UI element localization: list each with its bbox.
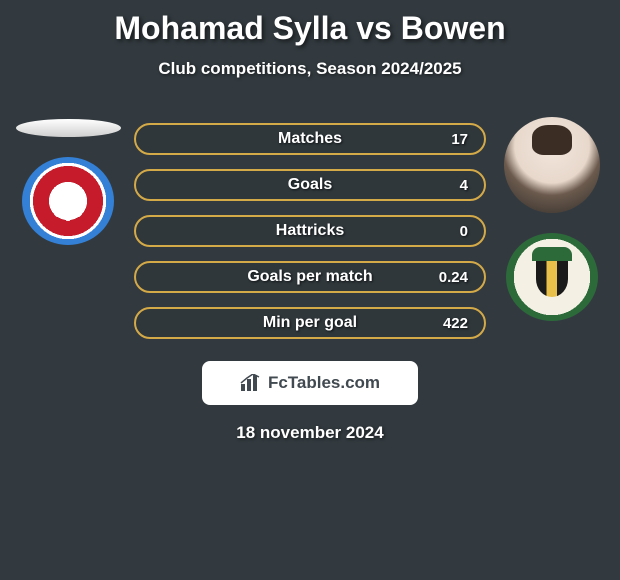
left-player-column <box>8 117 128 245</box>
stat-label: Goals <box>288 176 332 194</box>
stat-value-right: 0 <box>460 223 468 240</box>
comparison-card: Mohamad Sylla vs Bowen Club competitions… <box>0 0 620 443</box>
stat-value-right: 17 <box>451 131 468 148</box>
subtitle: Club competitions, Season 2024/2025 <box>0 59 620 79</box>
stat-value-right: 0.24 <box>439 269 468 286</box>
stat-row-goals-per-match: Goals per match 0.24 <box>134 261 486 293</box>
stat-row-hattricks: Hattricks 0 <box>134 215 486 247</box>
club-badge-right <box>506 233 598 321</box>
player-avatar-left <box>16 119 121 137</box>
stat-value-right: 4 <box>460 177 468 194</box>
brand-badge: FcTables.com <box>202 361 418 405</box>
stat-label: Goals per match <box>247 268 372 286</box>
bar-chart-icon <box>240 374 262 392</box>
club-badge-left <box>22 157 114 245</box>
date-text: 18 november 2024 <box>0 423 620 443</box>
stat-row-min-per-goal: Min per goal 422 <box>134 307 486 339</box>
stat-value-right: 422 <box>443 315 468 332</box>
page-title: Mohamad Sylla vs Bowen <box>0 10 620 47</box>
main-row: Matches 17 Goals 4 Hattricks 0 Goals per… <box>0 117 620 339</box>
player-avatar-right <box>504 117 600 213</box>
right-player-column <box>492 117 612 321</box>
stat-row-goals: Goals 4 <box>134 169 486 201</box>
stat-label: Matches <box>278 130 342 148</box>
stat-label: Min per goal <box>263 314 357 332</box>
stat-row-matches: Matches 17 <box>134 123 486 155</box>
stat-label: Hattricks <box>276 222 344 240</box>
brand-text: FcTables.com <box>268 373 380 393</box>
stats-column: Matches 17 Goals 4 Hattricks 0 Goals per… <box>128 123 492 339</box>
